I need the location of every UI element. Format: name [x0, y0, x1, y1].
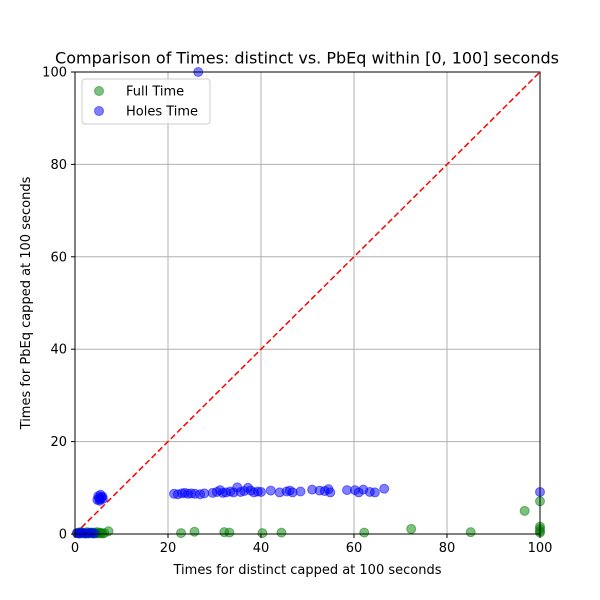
data-point [325, 487, 336, 498]
series-holes-time [71, 67, 545, 539]
legend-marker-holes-time [94, 106, 104, 116]
data-point [369, 487, 380, 498]
data-point [176, 528, 187, 539]
data-point [224, 527, 235, 538]
legend: Full Time Holes Time [81, 78, 211, 125]
x-tick-label: 60 [346, 541, 363, 556]
data-point [199, 488, 210, 499]
data-point [379, 483, 390, 494]
chart-title: Comparison of Times: distinct vs. PbEq w… [55, 49, 559, 68]
y-axis-label: Times for PbEq capped at 100 seconds [19, 176, 34, 430]
y-tick-label: 40 [50, 343, 67, 358]
y-tick-label: 60 [50, 250, 67, 265]
data-points [71, 67, 545, 539]
data-point [256, 486, 266, 497]
x-tick-label: 40 [253, 541, 270, 556]
data-point [103, 526, 114, 537]
y-tick-label: 80 [50, 158, 67, 173]
data-point [97, 493, 108, 504]
data-point [276, 527, 287, 538]
x-tick-label: 0 [71, 541, 79, 556]
data-point [257, 528, 268, 539]
x-tick-label: 80 [439, 541, 456, 556]
plot-area [71, 67, 545, 539]
y-tick-label: 0 [59, 528, 67, 543]
y-tick-label: 100 [42, 66, 67, 81]
data-point [265, 485, 276, 496]
data-point [359, 527, 370, 538]
x-axis-label: Times for distinct capped at 100 seconds [173, 563, 442, 578]
y-tick-label: 20 [50, 435, 67, 450]
data-point [295, 486, 306, 497]
data-point [189, 526, 200, 537]
data-point [465, 527, 476, 538]
data-point [406, 523, 417, 534]
plot-frame [74, 71, 541, 535]
reference-diagonal-line [74, 71, 541, 535]
legend-label-holes-time: Holes Time [126, 105, 198, 120]
data-point [519, 505, 530, 516]
x-tick-label: 100 [528, 541, 553, 556]
legend-marker-full-time [94, 86, 104, 96]
axis-ticks: 0 20 40 60 80 100 0 20 40 60 80 100 [42, 66, 552, 557]
legend-box [81, 78, 211, 125]
x-tick-label: 20 [160, 541, 177, 556]
legend-label-full-time: Full Time [126, 85, 184, 100]
